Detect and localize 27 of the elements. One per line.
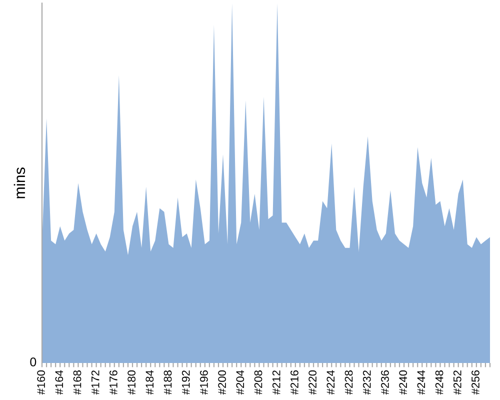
text: 0 [30, 358, 36, 366]
x-tick-label: #228 [344, 370, 353, 395]
x-tick-label: #172 [91, 370, 100, 395]
y-axis-title: mins [14, 168, 26, 198]
x-tick-label: #180 [128, 370, 136, 395]
x-tick-label: #216 [290, 370, 298, 395]
x-tick-label: #164 [55, 370, 64, 395]
x-tick-label: #184 [146, 370, 154, 395]
x-tick-label: #200 [218, 370, 226, 395]
x-tick-label: #212 [272, 370, 280, 395]
x-tick-label: #244 [417, 370, 425, 395]
x-tick-label: #256 [472, 370, 480, 395]
x-tick-label: #220 [308, 370, 316, 395]
x-tick-label: #208 [254, 370, 262, 395]
x-tick-label: #160 [37, 370, 45, 395]
x-tick-label: #224 [326, 370, 334, 395]
x-tick-label: #196 [200, 370, 208, 395]
x-tick-label: #236 [381, 370, 389, 395]
x-tick-label: #192 [182, 370, 190, 395]
x-tick-label: #168 [73, 370, 82, 395]
x-tick-label: #240 [399, 370, 408, 395]
x-tick-label: #232 [362, 370, 371, 395]
x-tick-label: #204 [236, 370, 244, 395]
x-tick-label: #252 [453, 370, 462, 395]
x-tick-label: #248 [435, 370, 444, 395]
x-tick-label: #176 [110, 370, 118, 395]
x-tick-label: #188 [164, 370, 172, 395]
